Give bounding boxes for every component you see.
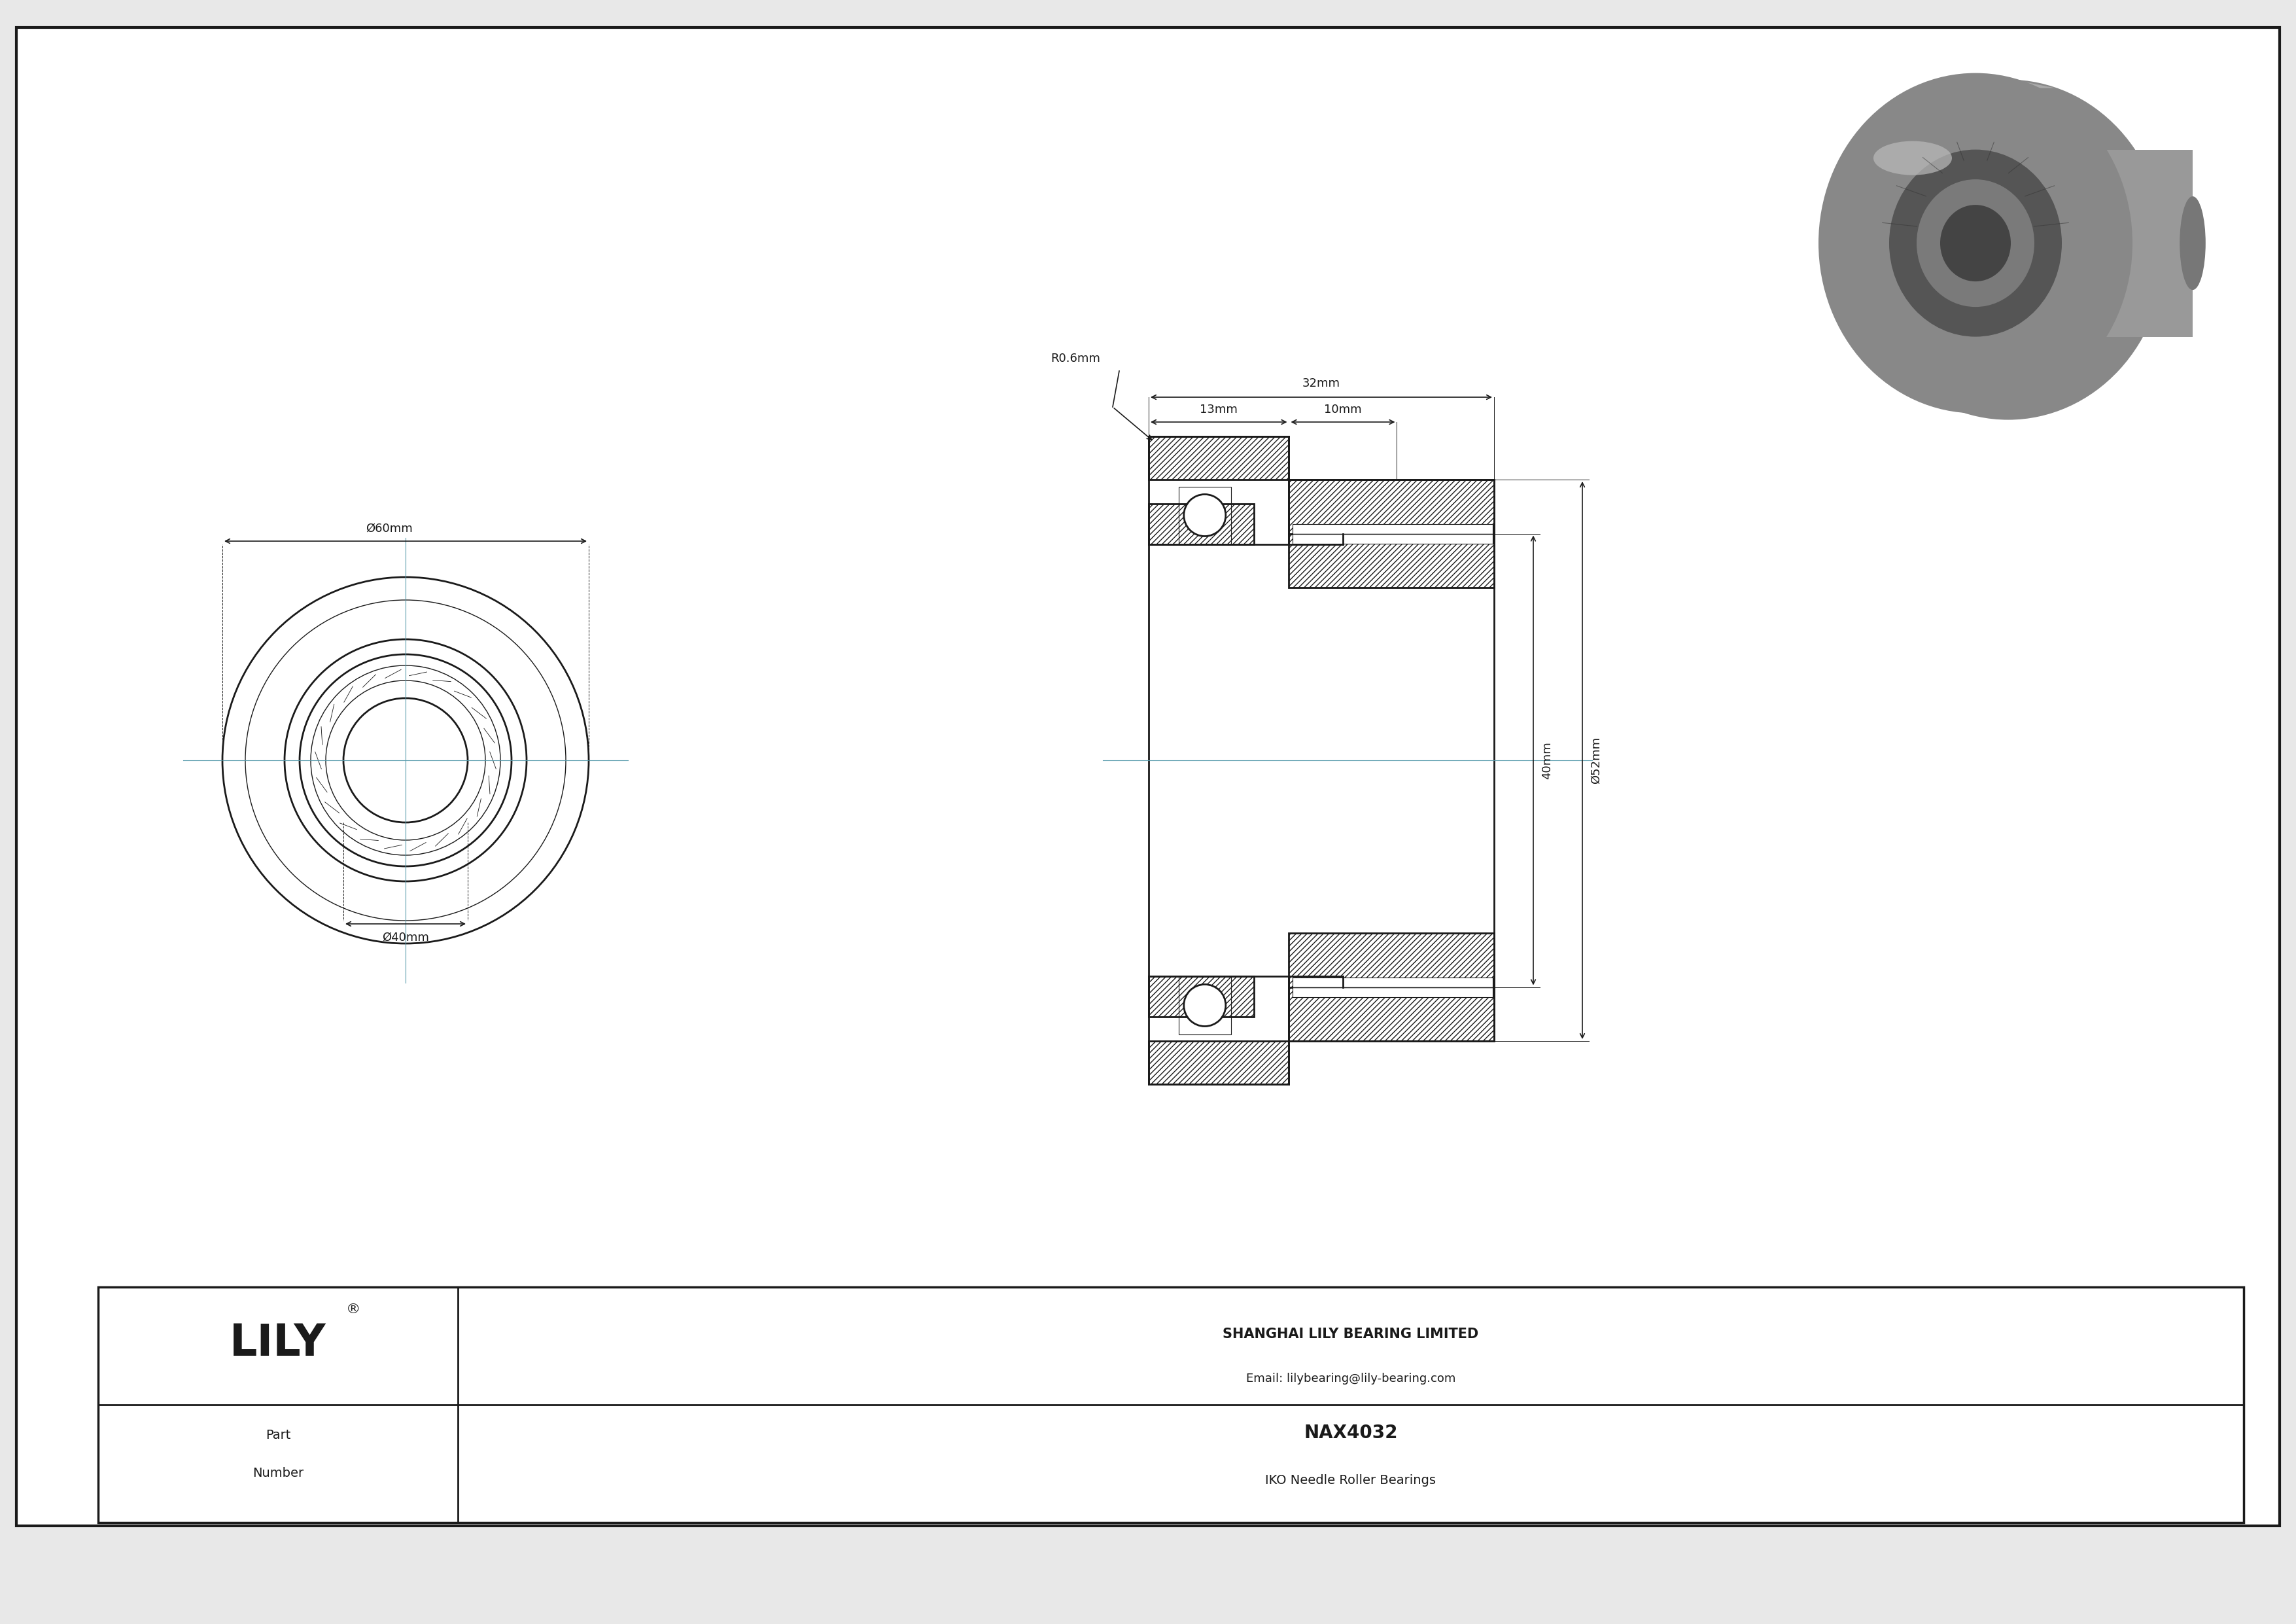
Ellipse shape [1917, 179, 2034, 307]
Ellipse shape [2179, 197, 2206, 291]
Circle shape [344, 698, 468, 822]
Bar [1288, 934, 1495, 987]
Text: 32mm: 32mm [1302, 377, 1341, 390]
Circle shape [326, 680, 484, 840]
Bar [1293, 978, 1492, 987]
Bar [1288, 534, 1495, 588]
Text: LILY: LILY [230, 1322, 326, 1366]
Bar [1293, 534, 1492, 544]
Text: 40mm: 40mm [1541, 742, 1552, 780]
Bar [1148, 1041, 1288, 1085]
Polygon shape [1929, 81, 2055, 88]
Circle shape [285, 640, 526, 882]
Ellipse shape [1890, 149, 2062, 336]
Circle shape [246, 599, 565, 921]
Text: NAX4032: NAX4032 [1304, 1424, 1398, 1442]
Ellipse shape [1874, 141, 1952, 175]
Bar [1293, 987, 1492, 997]
Bar [1178, 976, 1231, 1034]
Bar [1148, 437, 1288, 479]
Polygon shape [2062, 149, 2193, 336]
Circle shape [310, 666, 501, 856]
Text: IKO Needle Roller Bearings: IKO Needle Roller Bearings [1265, 1475, 1435, 1486]
Circle shape [298, 654, 512, 866]
Bar [1793, 80, 2197, 395]
Ellipse shape [1818, 73, 2133, 412]
Bar [1288, 987, 1495, 1041]
Text: R0.6mm: R0.6mm [1052, 352, 1100, 364]
Text: 13mm: 13mm [1201, 404, 1238, 416]
Ellipse shape [1940, 205, 2011, 281]
Ellipse shape [1851, 80, 2165, 421]
Bar [1288, 479, 1495, 534]
Bar [1148, 976, 1254, 1017]
Text: 10mm: 10mm [1325, 404, 1362, 416]
Text: Part: Part [266, 1429, 292, 1442]
Bar [1293, 525, 1492, 534]
Circle shape [1185, 494, 1226, 536]
Text: Number: Number [253, 1466, 303, 1479]
Bar [1148, 503, 1254, 544]
Text: Ø52mm: Ø52mm [1591, 737, 1603, 784]
Text: SHANGHAI LILY BEARING LIMITED: SHANGHAI LILY BEARING LIMITED [1224, 1327, 1479, 1341]
Text: Ø60mm: Ø60mm [365, 523, 413, 534]
Text: ®: ® [347, 1302, 360, 1315]
Circle shape [1185, 984, 1226, 1026]
Circle shape [223, 577, 588, 944]
Bar [99, 1288, 2243, 1523]
Bar [1178, 487, 1231, 544]
Text: Ø40mm: Ø40mm [381, 932, 429, 944]
Text: Email: lilybearing@lily-bearing.com: Email: lilybearing@lily-bearing.com [1247, 1372, 1456, 1385]
